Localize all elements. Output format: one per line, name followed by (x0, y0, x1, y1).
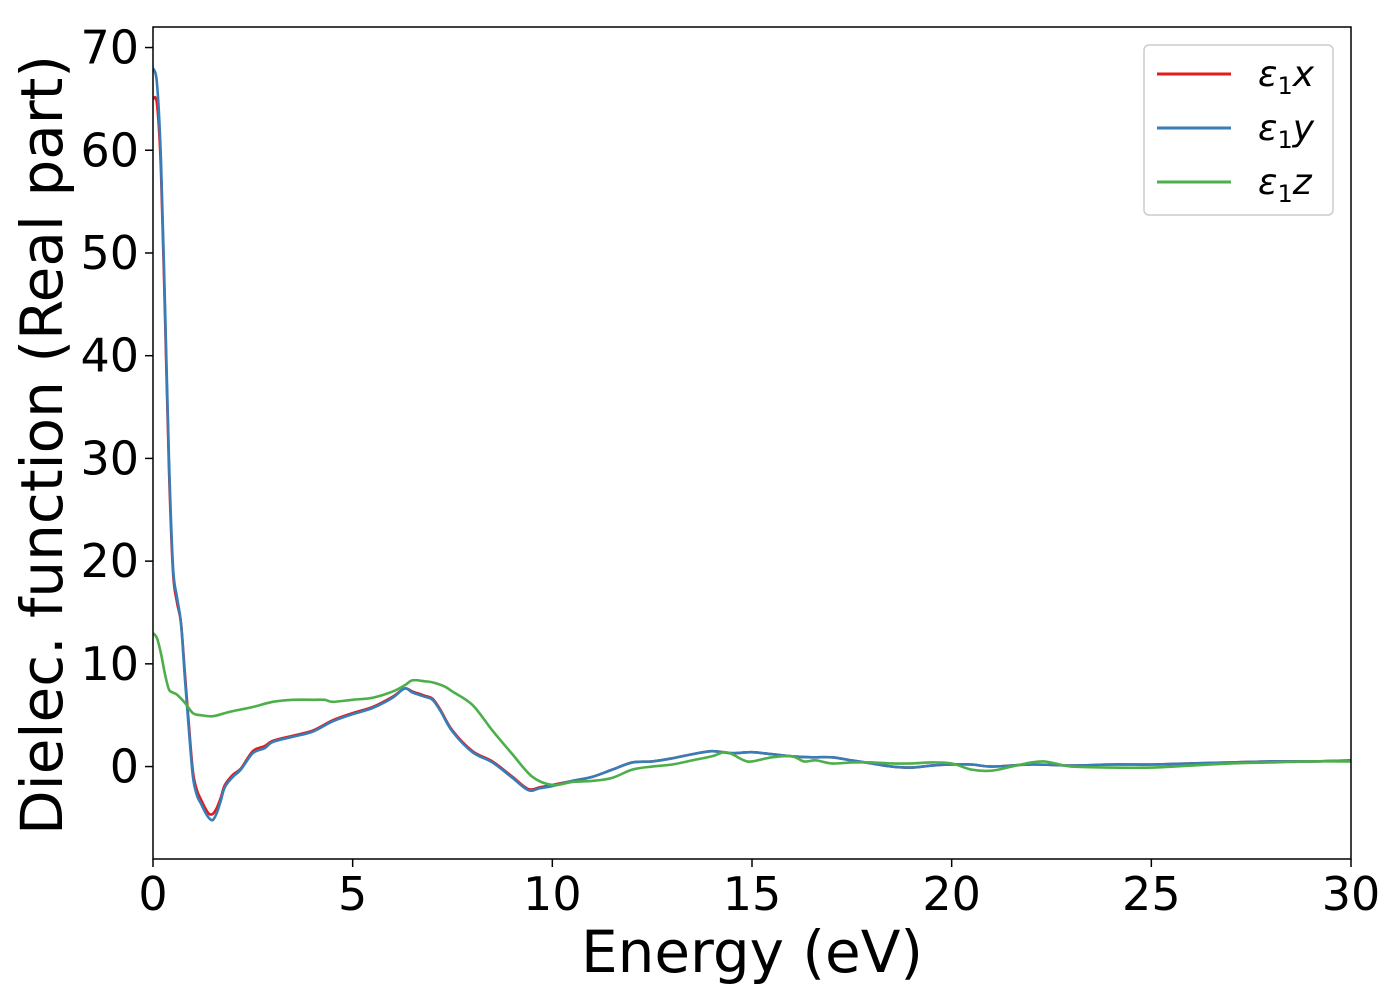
x-axis: 0 5 10 15 20 25 30 (138, 859, 1380, 921)
legend: ε1x ε1y ε1z (1143, 44, 1334, 216)
x-tick-label: 0 (138, 867, 167, 921)
y-tick-label: 0 (110, 740, 139, 794)
y-tick-label: 50 (80, 226, 139, 280)
x-tick-label: 25 (1122, 867, 1181, 921)
x-axis-title: Energy (eV) (581, 918, 923, 986)
x-tick-label: 20 (922, 867, 981, 921)
plot-lines (153, 67, 1351, 822)
legend-items: ε1x ε1y ε1z (1157, 54, 1315, 208)
legend-label-z: ε1z (1258, 162, 1313, 208)
legend-box (1143, 44, 1334, 216)
x-tick-label: 15 (723, 867, 782, 921)
series-line-z (153, 632, 1351, 787)
x-tick-label: 30 (1322, 867, 1381, 921)
y-tick-label: 70 (80, 21, 139, 75)
legend-label-y: ε1y (1258, 108, 1315, 154)
y-tick-label: 20 (80, 534, 139, 588)
y-tick-label: 40 (80, 329, 139, 383)
y-tick-label: 30 (80, 431, 139, 485)
y-tick-label: 10 (80, 637, 139, 691)
x-tick-label: 5 (338, 867, 367, 921)
x-tick-label: 10 (523, 867, 582, 921)
series-line-y (153, 67, 1351, 822)
legend-label-x: ε1x (1258, 54, 1315, 100)
y-axis: 0 10 20 30 40 50 60 70 (80, 21, 153, 794)
y-axis-title: Dielec. function (Real part) (8, 55, 76, 835)
y-tick-label: 60 (80, 123, 139, 177)
